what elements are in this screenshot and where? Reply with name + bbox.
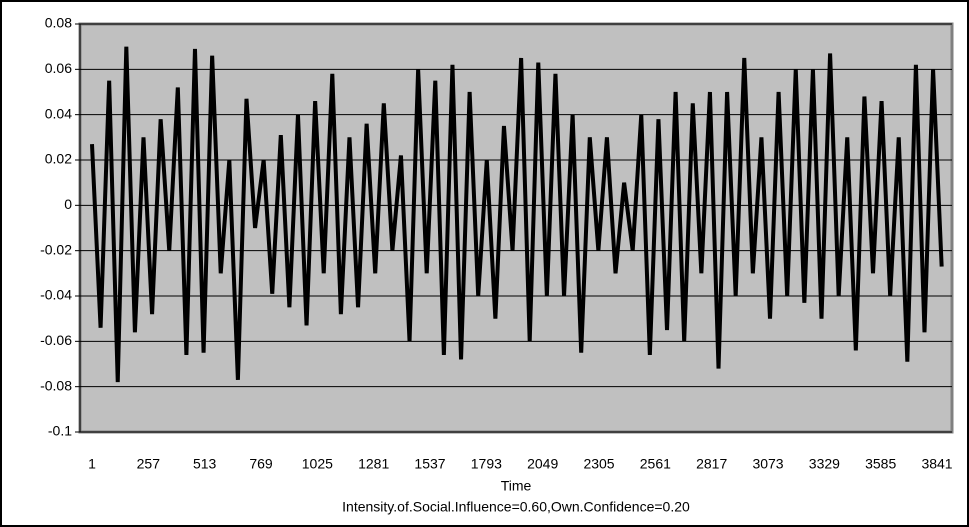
y-tick-label: 0.04 [45, 105, 72, 121]
y-tick-label: 0.08 [45, 15, 72, 31]
data-line [89, 46, 944, 383]
y-tick-label: -0.04 [40, 287, 72, 303]
x-tick-label: 513 [193, 456, 217, 472]
y-tick-label: 0.06 [45, 60, 72, 76]
y-tick-label: -0.1 [48, 423, 72, 439]
y-tick-label: 0.02 [45, 151, 72, 167]
x-tick-label: 3841 [921, 456, 952, 472]
x-tick-label: 1793 [471, 456, 502, 472]
x-tick-label: 1 [88, 456, 96, 472]
x-tick-label: 257 [137, 456, 161, 472]
x-tick-label: 1281 [358, 456, 389, 472]
x-tick-label: 769 [249, 456, 273, 472]
y-tick-label: -0.06 [40, 332, 72, 348]
y-tick-label: -0.08 [40, 377, 72, 393]
x-tick-label: 3585 [865, 456, 896, 472]
x-tick-label: 3329 [809, 456, 840, 472]
x-tick-label: 1537 [414, 456, 445, 472]
x-axis-label: Time [501, 478, 532, 494]
x-tick-label: 2817 [696, 456, 727, 472]
x-tick-label: 2561 [640, 456, 671, 472]
y-tick-label: 0 [64, 196, 72, 212]
x-tick-label: 2049 [527, 456, 558, 472]
x-tick-label: 3073 [752, 456, 783, 472]
y-tick-label: -0.02 [40, 241, 72, 257]
x-tick-label: 2305 [583, 456, 614, 472]
subtitle: Intensity.of.Social.Influence=0.60,Own.C… [342, 499, 690, 515]
x-tick-label: 1025 [302, 456, 333, 472]
